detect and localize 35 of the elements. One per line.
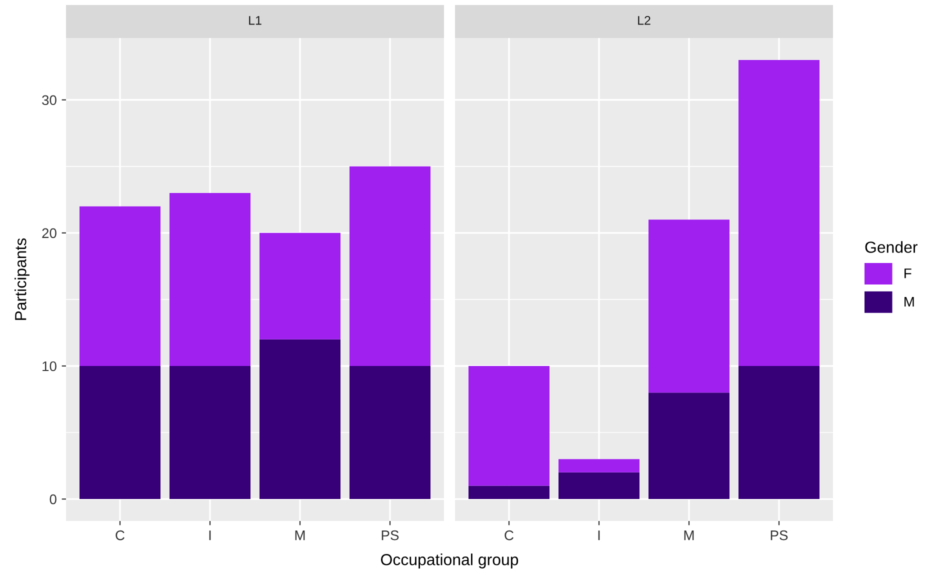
bar [80,366,160,500]
x-tick-label: I [209,530,211,540]
bar [170,193,250,366]
x-tick-label: I [598,530,600,540]
bar [170,366,250,500]
bar [80,206,160,366]
bar [260,232,340,340]
x-tick-label: PS [770,530,788,540]
bar [558,472,640,500]
legend-label: M [904,296,914,307]
y-axis-title: Participants [14,238,30,320]
bar [738,366,820,500]
y-tick-label: 0 [50,494,56,504]
bar [350,366,430,500]
bar [648,220,730,393]
bar [738,60,820,366]
chart-title: L1 [249,16,262,25]
legend-label: F [904,268,912,278]
bar [558,459,640,472]
x-tick-label: C [116,530,124,540]
bar [648,392,730,500]
bar [260,339,340,500]
x-tick-label: M [684,530,694,540]
bar [468,486,550,500]
x-tick-label: C [504,530,514,540]
y-tick-label: 20 [42,228,56,238]
y-tick-label: 10 [42,361,56,372]
bar [468,366,550,486]
y-tick-label: 30 [42,95,56,106]
legend-title: Gender [865,241,918,253]
x-tick-label: PS [382,530,399,540]
bar [350,166,430,366]
x-axis-title: Occupational group [381,554,518,568]
chart-title: L2 [638,16,650,25]
x-tick-label: M [295,530,305,540]
